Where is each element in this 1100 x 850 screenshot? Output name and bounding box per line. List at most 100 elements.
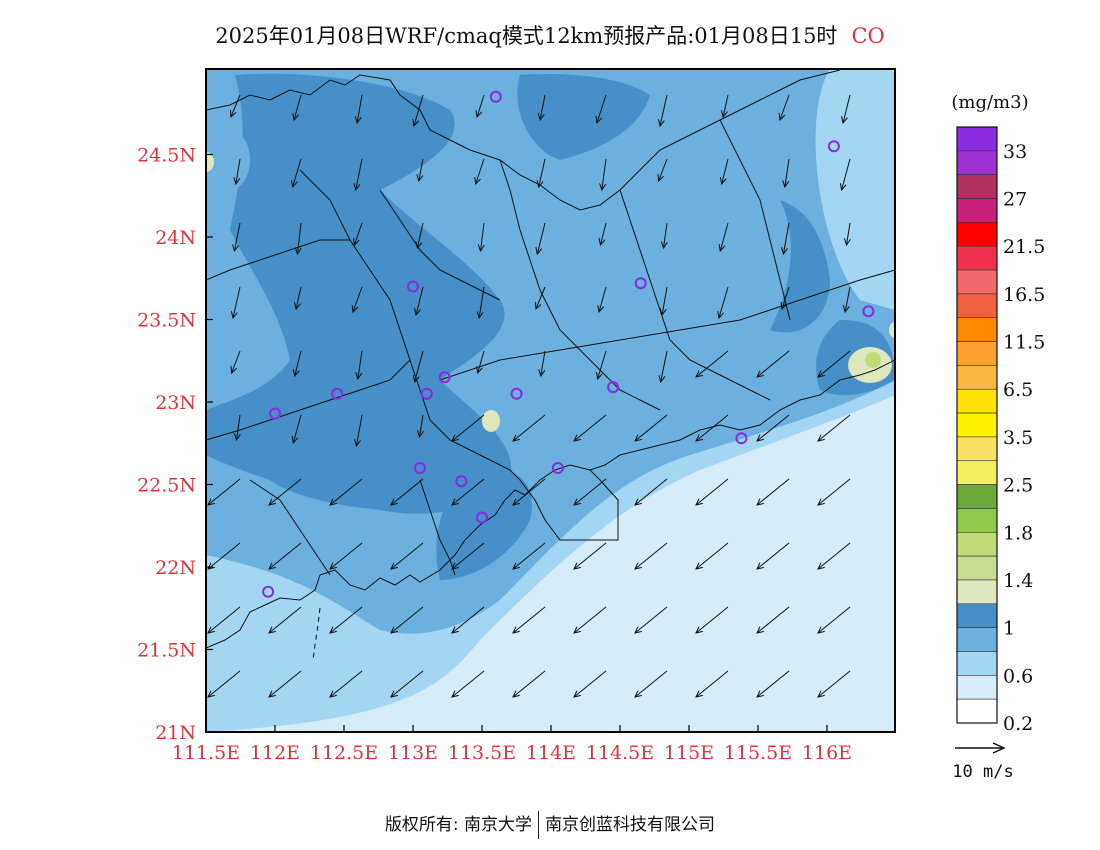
wind-arrow: [596, 350, 607, 381]
wind-arrow: [660, 222, 668, 250]
legend-label: 1: [1003, 618, 1015, 640]
wind-arrow: [268, 542, 302, 570]
district-line-a: [299, 169, 521, 481]
wind-arrow: [781, 222, 790, 256]
lat-tick-label: 23.5N: [137, 310, 196, 332]
wind-arrow: [268, 670, 302, 698]
map-title-species: CO: [851, 24, 885, 48]
wind-arrow: [695, 350, 729, 378]
station-marker: [607, 381, 620, 394]
wind-arrow: [207, 478, 241, 506]
contour-level-1.0: [206, 73, 512, 514]
station-marker: [510, 387, 523, 400]
legend-label: 33: [1003, 141, 1027, 163]
station-marker: [269, 407, 281, 420]
wind-arrow: [329, 606, 363, 634]
admin-boundaries: [206, 69, 895, 661]
wind-arrow: [353, 158, 363, 192]
wind-arrow: [842, 286, 851, 314]
wind-arrow: [756, 542, 790, 570]
lon-tick-label: 115E: [664, 742, 714, 764]
wind-arrow: [780, 286, 790, 311]
wind-arrow: [658, 350, 668, 384]
legend-swatch: [956, 388, 998, 414]
wind-arrow: [230, 286, 241, 320]
wind-arrow: [233, 158, 241, 186]
legend-label: 1.4: [1003, 570, 1033, 592]
wind-arrow: [390, 606, 424, 634]
wind-arrow: [292, 94, 302, 122]
wind-arrow: [537, 94, 546, 122]
station-marker: [331, 387, 344, 400]
lat-tick-label: 21.5N: [137, 640, 196, 662]
wind-arrow: [595, 94, 607, 125]
lon-tick-label: 114.5E: [586, 742, 654, 764]
footer-partner: 南京创蓝科技有限公司: [545, 815, 716, 835]
wind-arrow: [355, 350, 363, 381]
wind-arrow: [512, 606, 546, 634]
wind-arrow: [390, 542, 424, 570]
lat-tick-label: 21N: [155, 722, 196, 744]
wind-arrow: [599, 158, 607, 192]
wind-arrow: [695, 414, 729, 442]
legend-label: 1.8: [1003, 522, 1033, 544]
wind-arrow: [634, 542, 668, 570]
legend-swatch: [956, 627, 998, 652]
legend-swatch: [956, 579, 998, 605]
legend-swatch: [956, 436, 998, 462]
legend-frame: [956, 126, 998, 724]
district-line-b: [499, 159, 661, 411]
lon-tick-label: 112.5E: [310, 742, 378, 764]
wind-arrow: [476, 286, 485, 320]
wind-scale-arrowhead: [992, 742, 1006, 754]
wind-arrow: [817, 478, 851, 506]
wind-arrow: [538, 350, 546, 378]
wind-arrow: [353, 222, 363, 247]
province-border: [206, 69, 841, 211]
wind-arrow: [512, 478, 546, 506]
wind-arrow: [534, 286, 546, 311]
station-marker: [476, 511, 488, 524]
wind-arrow: [291, 158, 302, 189]
wind-arrow: [573, 606, 607, 634]
wind-arrow: [230, 350, 241, 375]
legend-unit: (mg/m3): [951, 92, 1028, 113]
station-marker: [489, 90, 502, 103]
wind-arrow: [451, 606, 485, 634]
legend-swatch: [956, 198, 998, 223]
wind-arrow: [756, 606, 790, 634]
contour-level-1.0-coast: [436, 467, 532, 580]
legend-label: 2.5: [1003, 475, 1033, 497]
station-marker: [438, 371, 451, 384]
wind-arrow: [512, 414, 546, 442]
legend-label: 6.5: [1003, 379, 1033, 401]
wind-arrow: [839, 158, 851, 192]
wind-arrow: [207, 606, 241, 634]
wind-arrow: [573, 414, 607, 442]
wind-arrow: [354, 414, 363, 448]
wind-vectors: [207, 94, 851, 698]
wind-arrow: [657, 158, 668, 183]
lat-tick-label: 24.5N: [137, 145, 196, 167]
legend-swatch: [956, 341, 998, 366]
hotspot-west: [206, 152, 214, 172]
hotspot-edge: [889, 322, 895, 338]
map-title-main: 2025年01月08日WRF/cmaq模式12km预报产品:01月08日15时: [215, 24, 838, 48]
wind-arrow: [717, 286, 729, 320]
wind-arrow: [476, 350, 485, 375]
wind-arrow: [351, 286, 363, 314]
wind-arrow: [756, 350, 790, 378]
legend-swatch: [956, 531, 998, 557]
legend-label: 16.5: [1003, 284, 1045, 306]
legend-swatch: [956, 555, 998, 581]
concentration-field: [206, 69, 895, 732]
wind-arrow: [294, 222, 302, 256]
contour-west-patch: [210, 130, 250, 190]
lat-tick-label: 22.5N: [137, 475, 196, 497]
legend-swatch: [956, 126, 998, 152]
wind-arrow: [294, 286, 302, 311]
district-line-g: [519, 469, 619, 541]
legend-swatch: [956, 245, 998, 271]
wind-arrow: [695, 670, 729, 698]
district-line-e: [206, 359, 411, 441]
